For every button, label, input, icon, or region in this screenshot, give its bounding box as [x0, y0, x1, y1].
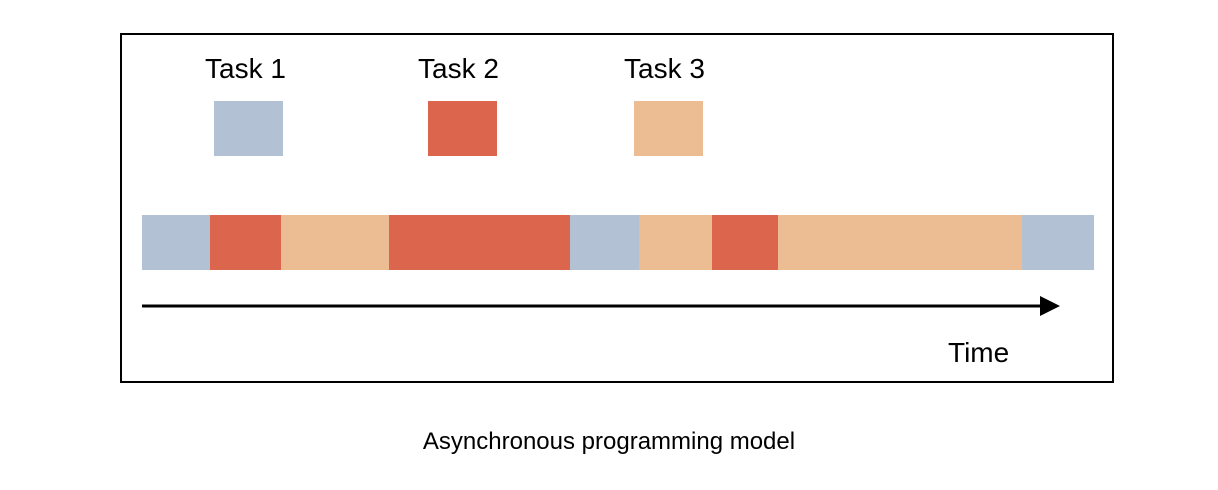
legend-label-task-2: Task 2	[418, 51, 499, 87]
timeline-segment-task-2	[210, 215, 281, 270]
legend-label-task-3: Task 3	[624, 51, 705, 87]
timeline-segment-task-3	[778, 215, 1022, 270]
diagram-caption: Asynchronous programming model	[0, 426, 1218, 458]
timeline-segment-task-1	[142, 215, 210, 270]
timeline-segment-task-3	[281, 215, 389, 270]
legend-swatch-task-2	[428, 101, 497, 156]
time-axis-label: Time	[948, 336, 1009, 370]
legend-label-task-1: Task 1	[205, 51, 286, 87]
legend-swatch-task-1	[214, 101, 283, 156]
timeline-segment-task-1	[570, 215, 639, 270]
time-axis-arrow	[142, 295, 1062, 317]
timeline-segment-task-2	[389, 215, 570, 270]
timeline-segment-task-2	[712, 215, 778, 270]
timeline-segment-task-3	[639, 215, 712, 270]
legend-swatch-task-3	[634, 101, 703, 156]
execution-timeline	[142, 215, 1094, 270]
timeline-segment-task-1	[1022, 215, 1094, 270]
